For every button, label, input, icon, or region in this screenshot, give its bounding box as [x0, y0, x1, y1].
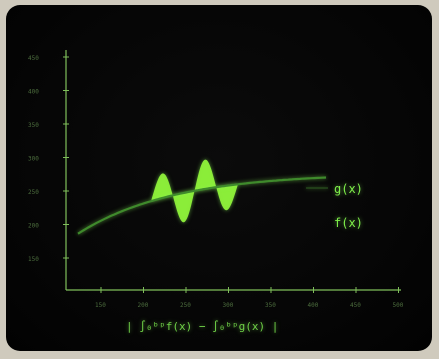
x-tick-label: 200 — [138, 302, 149, 309]
integral-formula: | ∫₀ᵇᵖf(x) − ∫₀ᵇᵖg(x) | — [126, 320, 278, 333]
x-tick-label: 350 — [265, 302, 276, 309]
crt-screen: 450 400 350 300 250 200 150 150 200 250 300 350 400 4… — [6, 5, 432, 351]
series-labels: g(x) f(x) | ∫₀ᵇᵖf(x) − ∫₀ᵇᵖg(x) | — [126, 182, 363, 333]
tick-labels: 450 400 350 300 250 200 150 150 200 250 300 350 400 4… — [28, 55, 404, 309]
y-tick-label: 300 — [28, 156, 39, 163]
plot-axes — [65, 50, 401, 291]
y-tick-label: 450 — [28, 55, 39, 62]
x-tick-label: 450 — [350, 302, 361, 309]
curves — [77, 176, 328, 235]
x-tick-label: 150 — [95, 302, 106, 309]
x-tick-label: 500 — [393, 302, 404, 309]
y-tick-label: 350 — [28, 122, 39, 129]
series-label-f: f(x) — [334, 216, 363, 230]
y-tick-label: 400 — [28, 89, 39, 96]
x-tick-label: 400 — [308, 302, 319, 309]
function-plot: 450 400 350 300 250 200 150 150 200 250 300 350 400 4… — [28, 50, 404, 333]
g-minus-f-region — [151, 159, 238, 223]
difference-area — [151, 159, 238, 223]
y-tick-label: 150 — [28, 256, 39, 263]
x-tick-label: 300 — [223, 302, 234, 309]
y-tick-label: 200 — [28, 223, 39, 230]
f-curve — [77, 176, 327, 235]
y-tick-label: 250 — [28, 189, 39, 196]
series-label-g: g(x) — [334, 182, 363, 196]
x-tick-label: 250 — [180, 302, 191, 309]
